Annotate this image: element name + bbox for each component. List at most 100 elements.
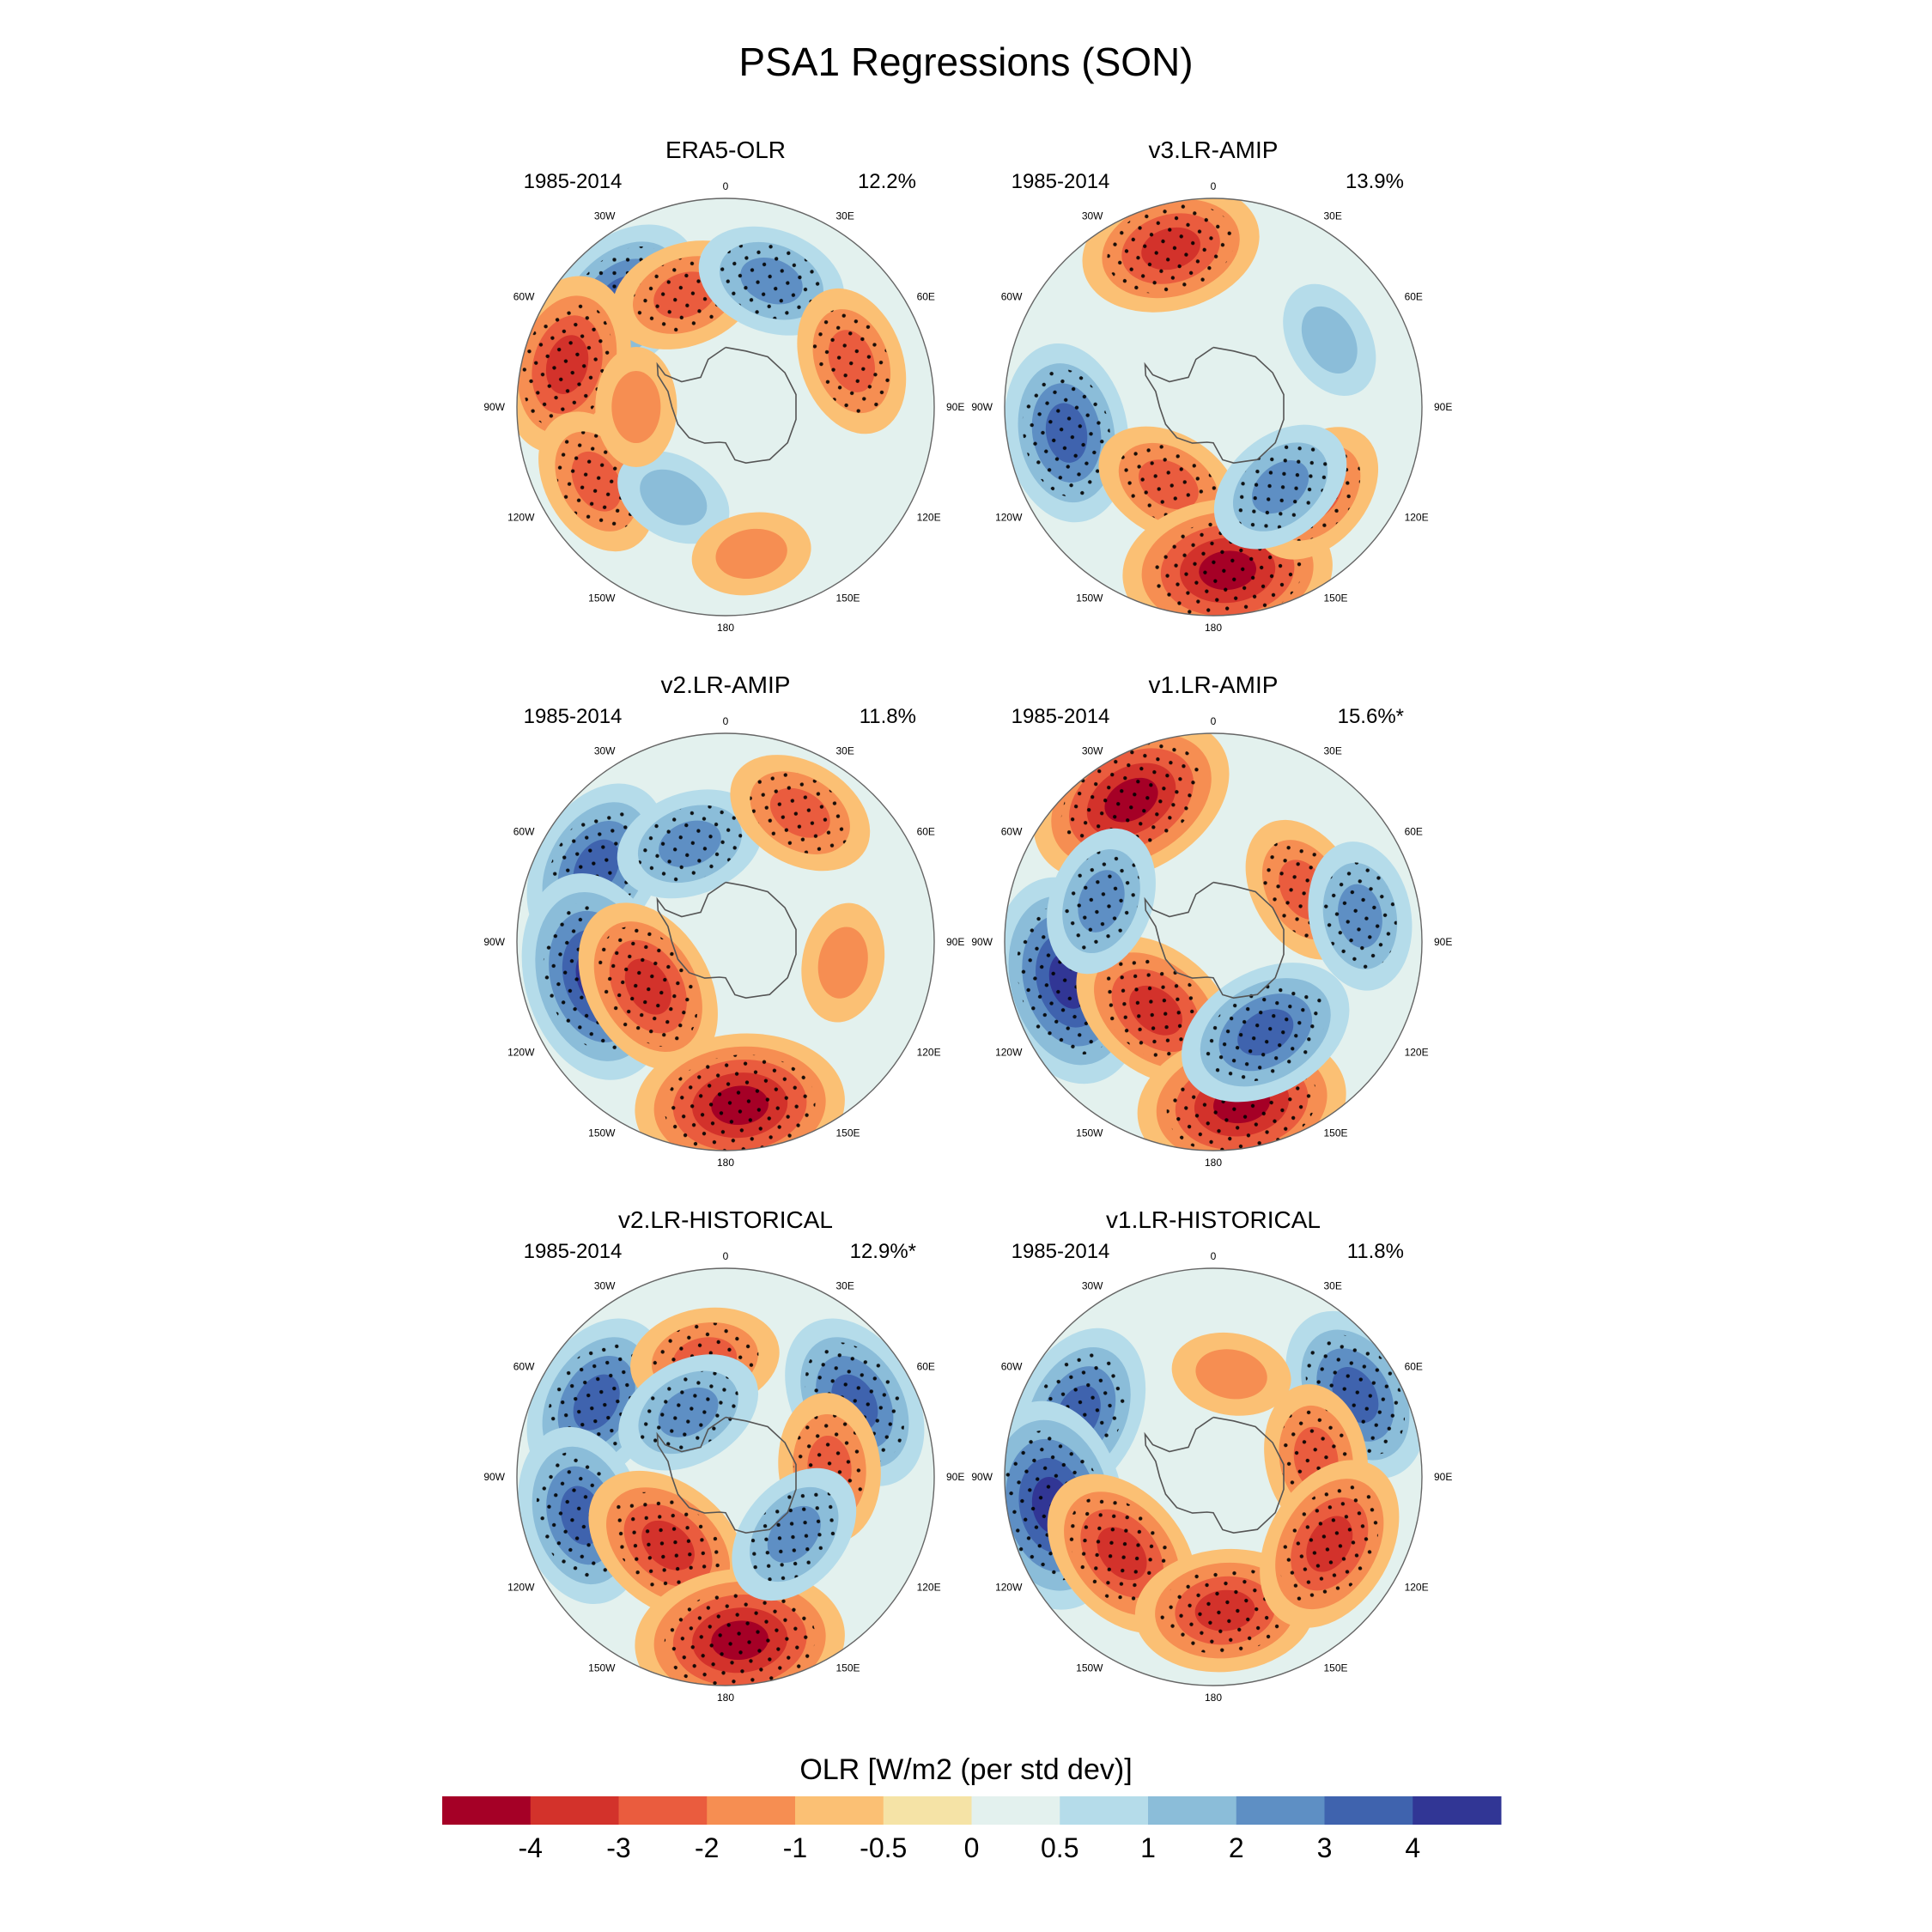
longitude-label: 120E bbox=[1405, 1047, 1429, 1059]
map-panel: 0 30E 60E 90E 120E 150E 180 150W 120W 90W 60W 30W v2… bbox=[483, 671, 964, 1169]
longitude-label: 90E bbox=[1434, 1471, 1452, 1483]
panel-variance: 13.9% bbox=[1346, 170, 1404, 193]
longitude-label: 90W bbox=[483, 401, 505, 413]
longitude-label: 180 bbox=[1205, 1157, 1222, 1169]
colorbar-swatch bbox=[707, 1796, 796, 1825]
longitude-label: 60E bbox=[917, 291, 935, 303]
map-field bbox=[1005, 733, 1422, 1151]
colorbar-tick-label: 1 bbox=[1140, 1832, 1156, 1863]
map-boundary bbox=[1004, 197, 1423, 617]
significance-stipple bbox=[1022, 368, 1111, 498]
longitude-label: 0 bbox=[1211, 715, 1217, 727]
longitude-label: 60W bbox=[513, 1361, 535, 1373]
map-boundary bbox=[1004, 732, 1423, 1151]
map-panel: 0 30E 60E 90E 120E 150E 180 150W 120W 90W 60W 30W v1… bbox=[971, 1206, 1452, 1704]
longitude-label: 120E bbox=[1405, 1582, 1429, 1594]
panel-period: 1985-2014 bbox=[524, 1240, 623, 1263]
olr-anomaly-contour bbox=[611, 371, 661, 443]
panel-title: ERA5-OLR bbox=[665, 137, 786, 163]
longitude-label: 30W bbox=[1082, 210, 1103, 222]
map-field bbox=[517, 733, 934, 1151]
colorbar-swatch bbox=[795, 1796, 884, 1825]
map-field bbox=[517, 1268, 934, 1686]
longitude-label: 150E bbox=[1324, 1662, 1348, 1674]
panels-grid: 0 30E 60E 90E 120E 150E 180 150W 120W 90W 60W 30W ER… bbox=[483, 137, 1452, 1704]
longitude-label: 150W bbox=[1076, 1662, 1103, 1674]
significance-stipple bbox=[1062, 848, 1140, 954]
colorbar-swatch bbox=[1148, 1796, 1237, 1825]
longitude-label: 90E bbox=[946, 936, 964, 948]
panel-title: v3.LR-AMIP bbox=[1149, 137, 1279, 163]
colorbar-swatch bbox=[1413, 1796, 1502, 1825]
longitude-label: 120W bbox=[995, 1582, 1023, 1594]
longitude-label: 30W bbox=[1082, 744, 1103, 756]
longitude-label: 60W bbox=[513, 291, 535, 303]
significance-stipple bbox=[1205, 982, 1326, 1082]
longitude-label: 30E bbox=[1324, 744, 1342, 756]
significance-stipple bbox=[611, 1492, 726, 1599]
longitude-label: 120E bbox=[917, 1582, 941, 1594]
significance-stipple bbox=[1107, 204, 1235, 295]
longitude-label: 90E bbox=[1434, 401, 1452, 413]
longitude-label: 60W bbox=[1001, 826, 1023, 838]
longitude-label: 30E bbox=[836, 210, 854, 222]
panel-variance: 15.6%* bbox=[1338, 705, 1404, 728]
significance-stipple bbox=[750, 1486, 839, 1583]
panel-title: v2.LR-HISTORICAL bbox=[618, 1206, 833, 1233]
colorbar-tick-label: -1 bbox=[783, 1832, 807, 1863]
longitude-label: 120E bbox=[917, 1047, 941, 1059]
longitude-label: 60W bbox=[513, 826, 535, 838]
colorbar-tick-label: 2 bbox=[1229, 1832, 1244, 1863]
longitude-label: 30E bbox=[836, 1279, 854, 1291]
longitude-label: 150W bbox=[1076, 592, 1103, 605]
map-field bbox=[517, 198, 934, 616]
longitude-label: 0 bbox=[723, 715, 729, 727]
panel-title: v1.LR-HISTORICAL bbox=[1106, 1206, 1321, 1233]
panel-variance: 12.2% bbox=[858, 170, 916, 193]
longitude-label: 30E bbox=[1324, 1279, 1342, 1291]
panel-variance: 11.8% bbox=[860, 705, 916, 728]
map-boundary bbox=[516, 1267, 935, 1686]
longitude-label: 120E bbox=[917, 512, 941, 524]
panel-title: v2.LR-AMIP bbox=[661, 671, 791, 698]
longitude-label: 90W bbox=[971, 1471, 993, 1483]
colorbar-tick-label: 3 bbox=[1317, 1832, 1333, 1863]
map-field bbox=[1005, 1268, 1422, 1686]
significance-stipple bbox=[637, 805, 743, 883]
map-boundary bbox=[516, 197, 935, 617]
longitude-label: 120W bbox=[507, 1047, 535, 1059]
longitude-label: 150E bbox=[1324, 592, 1348, 605]
longitude-label: 180 bbox=[1205, 622, 1222, 634]
colorbar-tick-label: 0.5 bbox=[1041, 1832, 1078, 1863]
map-panel: 0 30E 60E 90E 120E 150E 180 150W 120W 90W 60W 30W ER… bbox=[483, 137, 964, 634]
significance-stipple bbox=[638, 1370, 739, 1454]
map-boundary bbox=[1004, 1267, 1423, 1686]
longitude-label: 120E bbox=[1405, 512, 1429, 524]
significance-stipple bbox=[1323, 862, 1397, 970]
longitude-label: 60E bbox=[1405, 826, 1423, 838]
longitude-label: 180 bbox=[717, 622, 734, 634]
longitude-label: 30E bbox=[1324, 210, 1342, 222]
longitude-label: 30E bbox=[836, 744, 854, 756]
longitude-label: 60W bbox=[1001, 1361, 1023, 1373]
colorbar-tick-label: -0.5 bbox=[860, 1832, 907, 1863]
longitude-label: 150W bbox=[588, 1662, 616, 1674]
longitude-label: 150E bbox=[1324, 1127, 1348, 1139]
colorbar-swatch bbox=[1060, 1796, 1149, 1825]
antarctica-coastline bbox=[1144, 346, 1285, 465]
colorbar: OLR [W/m2 (per std dev)] -4 -3 -2 -1 -0.5 0 0.… bbox=[442, 1753, 1502, 1863]
olr-anomaly-contour bbox=[715, 528, 787, 579]
antarctica-coastline bbox=[656, 346, 797, 465]
panel-title: v1.LR-AMIP bbox=[1149, 671, 1279, 698]
olr-anomaly-contour bbox=[1301, 306, 1358, 374]
olr-anomaly-contour bbox=[640, 469, 708, 526]
longitude-label: 90W bbox=[971, 401, 993, 413]
longitude-label: 60E bbox=[917, 826, 935, 838]
significance-stipple bbox=[1279, 1483, 1380, 1605]
olr-anomaly-contour bbox=[817, 927, 868, 999]
colorbar-tick-label: 4 bbox=[1405, 1832, 1420, 1863]
colorbar-tick-label: -3 bbox=[606, 1832, 630, 1863]
colorbar-swatches bbox=[442, 1796, 1502, 1825]
significance-stipple bbox=[719, 242, 824, 320]
